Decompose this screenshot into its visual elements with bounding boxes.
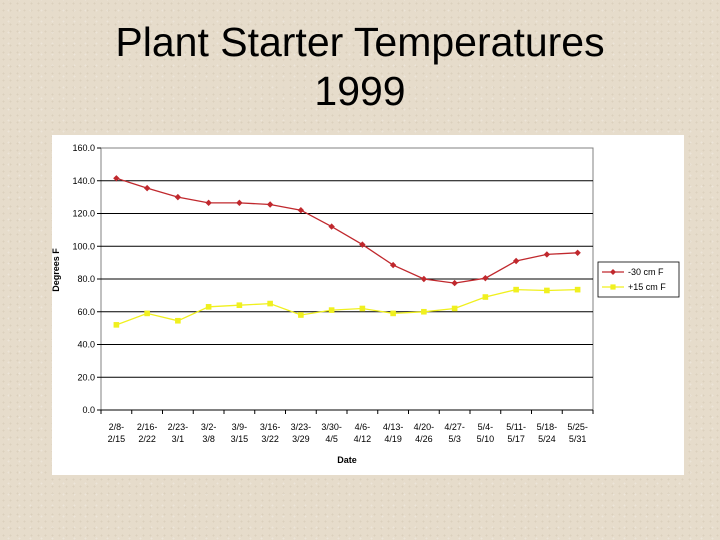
x-tick-label: 2/8- (109, 422, 125, 432)
data-point (113, 175, 120, 182)
slide-title-line-1: Plant Starter Temperatures (115, 19, 605, 65)
x-tick-label: 3/23- (291, 422, 312, 432)
legend-marker (610, 269, 616, 275)
x-tick-label: 3/30- (321, 422, 342, 432)
x-tick-label: 4/5 (325, 434, 338, 444)
data-point (421, 308, 427, 315)
x-tick-label: 3/22 (261, 434, 279, 444)
data-point (359, 305, 366, 312)
x-tick-label: 4/12 (354, 434, 372, 444)
legend: -30 cm F +15 cm F (597, 261, 680, 298)
y-tick-label: 160.0 (72, 143, 95, 153)
data-point (144, 310, 150, 317)
x-tick-label: 3/16- (260, 422, 281, 432)
gridlines (101, 180, 593, 378)
series-line (116, 288, 578, 326)
data-point (513, 286, 519, 293)
legend-label: -30 cm F (628, 267, 664, 277)
data-point (512, 257, 520, 265)
x-tick-label: 5/31 (569, 434, 587, 444)
y-axis-ticks: 0.0 20.0 40.0 60.0 80.0 100.0 120.0 140.0 160.0 (72, 143, 101, 415)
x-tick-label: 5/24 (538, 434, 556, 444)
x-tick-label: 5/17 (507, 434, 525, 444)
data-point (482, 294, 489, 300)
series-group (113, 175, 581, 328)
data-point (359, 241, 366, 248)
x-tick-label: 2/22 (138, 434, 156, 444)
data-point (297, 207, 305, 214)
x-tick-label: 3/9- (232, 422, 248, 432)
legend-marker (610, 284, 616, 290)
x-tick-label: 3/15 (231, 434, 249, 444)
data-point (328, 223, 335, 230)
y-tick-label: 140.0 (72, 176, 95, 186)
data-point (205, 199, 212, 207)
data-point (143, 184, 151, 192)
x-tick-label: 4/20- (414, 422, 435, 432)
x-tick-label: 5/10 (477, 434, 495, 444)
data-point (574, 249, 581, 256)
x-tick-label: 5/11- (506, 422, 526, 432)
x-tick-label: 3/2- (201, 422, 217, 432)
data-point (298, 312, 304, 318)
x-tick-label: 5/25- (567, 422, 588, 432)
data-point (236, 199, 243, 207)
legend-box (597, 261, 680, 298)
y-tick-label: 0.0 (82, 405, 95, 415)
data-point (328, 307, 335, 313)
y-tick-label: 100.0 (72, 241, 95, 251)
data-point (205, 304, 212, 310)
data-point (420, 275, 428, 283)
x-tick-label: 3/29 (292, 434, 310, 444)
slide-title: Plant Starter Temperatures 1999 (0, 18, 720, 116)
x-tick-label: 4/19 (384, 434, 402, 444)
x-tick-label: 4/13- (383, 422, 404, 432)
x-tick-label: 2/23- (168, 422, 189, 432)
x-tick-label: 5/18- (537, 422, 558, 432)
x-tick-label: 3/8 (202, 434, 215, 444)
y-tick-label: 60.0 (77, 307, 95, 317)
x-tick-label: 2/15 (108, 434, 126, 444)
data-point (543, 251, 551, 258)
data-point (482, 274, 489, 282)
data-point (544, 287, 550, 294)
y-tick-label: 80.0 (77, 274, 95, 284)
data-point (113, 322, 120, 328)
x-tick-label: 2/16- (137, 422, 158, 432)
x-axis-title: Date (337, 455, 357, 465)
slide-title-line-2: 1999 (314, 68, 406, 114)
y-tick-label: 40.0 (77, 340, 95, 350)
data-point (451, 279, 458, 287)
legend-label: +15 cm F (628, 282, 666, 292)
series-line (116, 177, 578, 284)
y-tick-label: 20.0 (77, 372, 95, 382)
data-point (574, 286, 581, 293)
data-point (175, 317, 181, 324)
y-tick-label: 120.0 (72, 209, 95, 219)
x-tick-label: 4/26 (415, 434, 433, 444)
y-axis-title: Degrees F (51, 248, 61, 292)
data-point (174, 193, 182, 201)
x-tick-label: 4/27- (444, 422, 465, 432)
data-point (236, 302, 243, 308)
data-point (390, 310, 396, 317)
x-tick-label: 5/4- (478, 422, 494, 432)
x-axis-ticks: 2/8- 2/15 2/16- 2/22 2/23- 3/1 3/2- 3/8 3/9- 3/15… (100, 409, 594, 444)
data-point (451, 305, 458, 312)
data-point (267, 300, 273, 307)
x-tick-label: 3/1 (172, 434, 185, 444)
data-point (266, 201, 274, 208)
data-point (389, 261, 397, 269)
x-tick-label: 4/6- (355, 422, 371, 432)
x-tick-label: 5/3 (448, 434, 461, 444)
